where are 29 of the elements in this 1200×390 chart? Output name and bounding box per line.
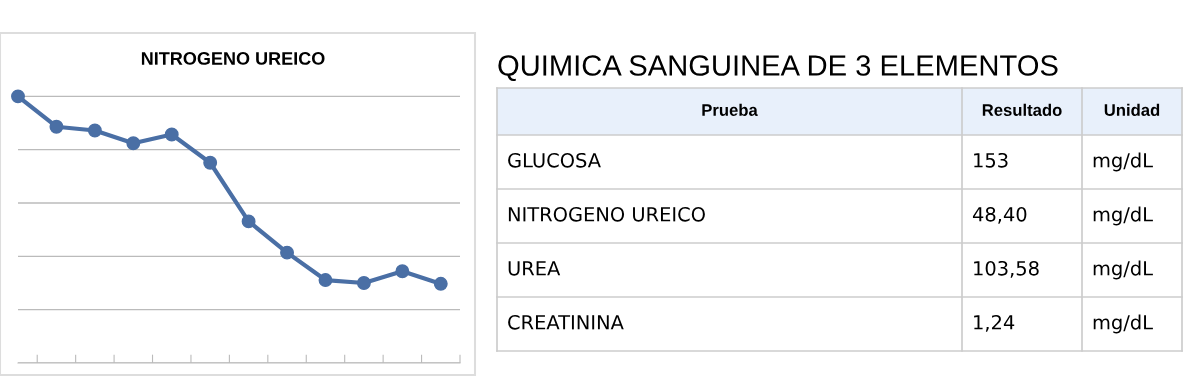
text: 153 [974, 152, 1008, 168]
category-label: Resultado [982, 103, 1062, 116]
text: mg/dL [1093, 152, 1153, 172]
text: QUIMICA SANGUINEA DE 3 ELEMENTOS [498, 55, 1058, 82]
text: mg/dL [1093, 314, 1153, 334]
point [395, 264, 410, 279]
text: 103,58 [974, 260, 1039, 278]
point [356, 276, 371, 290]
point [433, 276, 448, 291]
point [280, 245, 294, 260]
point [203, 155, 218, 170]
point [87, 123, 102, 138]
text: mg/dL [1093, 260, 1153, 280]
text: CREATININA [508, 314, 624, 330]
point [126, 136, 141, 151]
point [11, 89, 25, 104]
text: 48,40 [972, 206, 1027, 224]
text: GLUCOSA [508, 152, 601, 168]
text: mg/dL [1093, 206, 1153, 226]
point [318, 273, 333, 288]
point [164, 127, 179, 142]
text: NITROGENO UREICO [508, 206, 705, 222]
category-label: Unidad [1104, 103, 1160, 116]
text: UREA [508, 261, 561, 276]
point [241, 214, 256, 229]
point [49, 119, 64, 134]
text: 1,24 [974, 314, 1015, 332]
chart-title: NITROGENO UREICO [141, 52, 325, 65]
category-label: Prueba [702, 103, 758, 116]
